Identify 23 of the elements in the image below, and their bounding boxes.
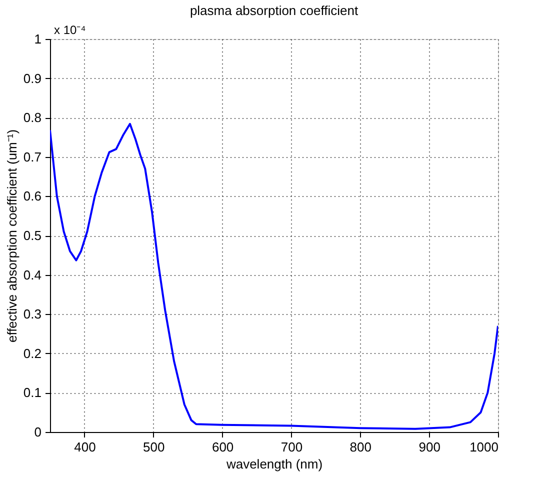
x-tick-label: 900	[418, 440, 440, 454]
y-tick-label: 0.3	[23, 306, 42, 322]
y-axis-title: effective absorption coefficient (um⁻¹)	[4, 129, 20, 343]
y-tick-label: 0.6	[23, 188, 42, 204]
y-tick-label: 0.5	[23, 228, 42, 243]
x-axis-title: wavelength (nm)	[225, 456, 323, 472]
x-tick-label: 500	[143, 440, 165, 454]
y-tick-label: 0.8	[23, 110, 42, 126]
x-tick-label: 400	[74, 440, 96, 454]
y-tick-label: 0.1	[23, 385, 42, 400]
y-tick-label: 0.2	[23, 346, 42, 361]
y-tick-label: 0.7	[23, 149, 42, 164]
line-series	[50, 122, 498, 430]
x-tick-label: 1000	[470, 440, 498, 454]
x-tick-label: 600	[212, 440, 234, 454]
y-tick-label: 0.4	[23, 267, 42, 282]
y-tick-label: 1	[34, 32, 42, 46]
chart-title: plasma absorption coefficient	[190, 3, 358, 18]
x-tick-label: 700	[280, 440, 303, 454]
text: x 10⁻⁴	[54, 23, 86, 37]
y-tick-label: 0	[34, 424, 42, 440]
y-tick-label: 0.9	[23, 70, 42, 86]
x-tick-label: 800	[350, 440, 372, 454]
